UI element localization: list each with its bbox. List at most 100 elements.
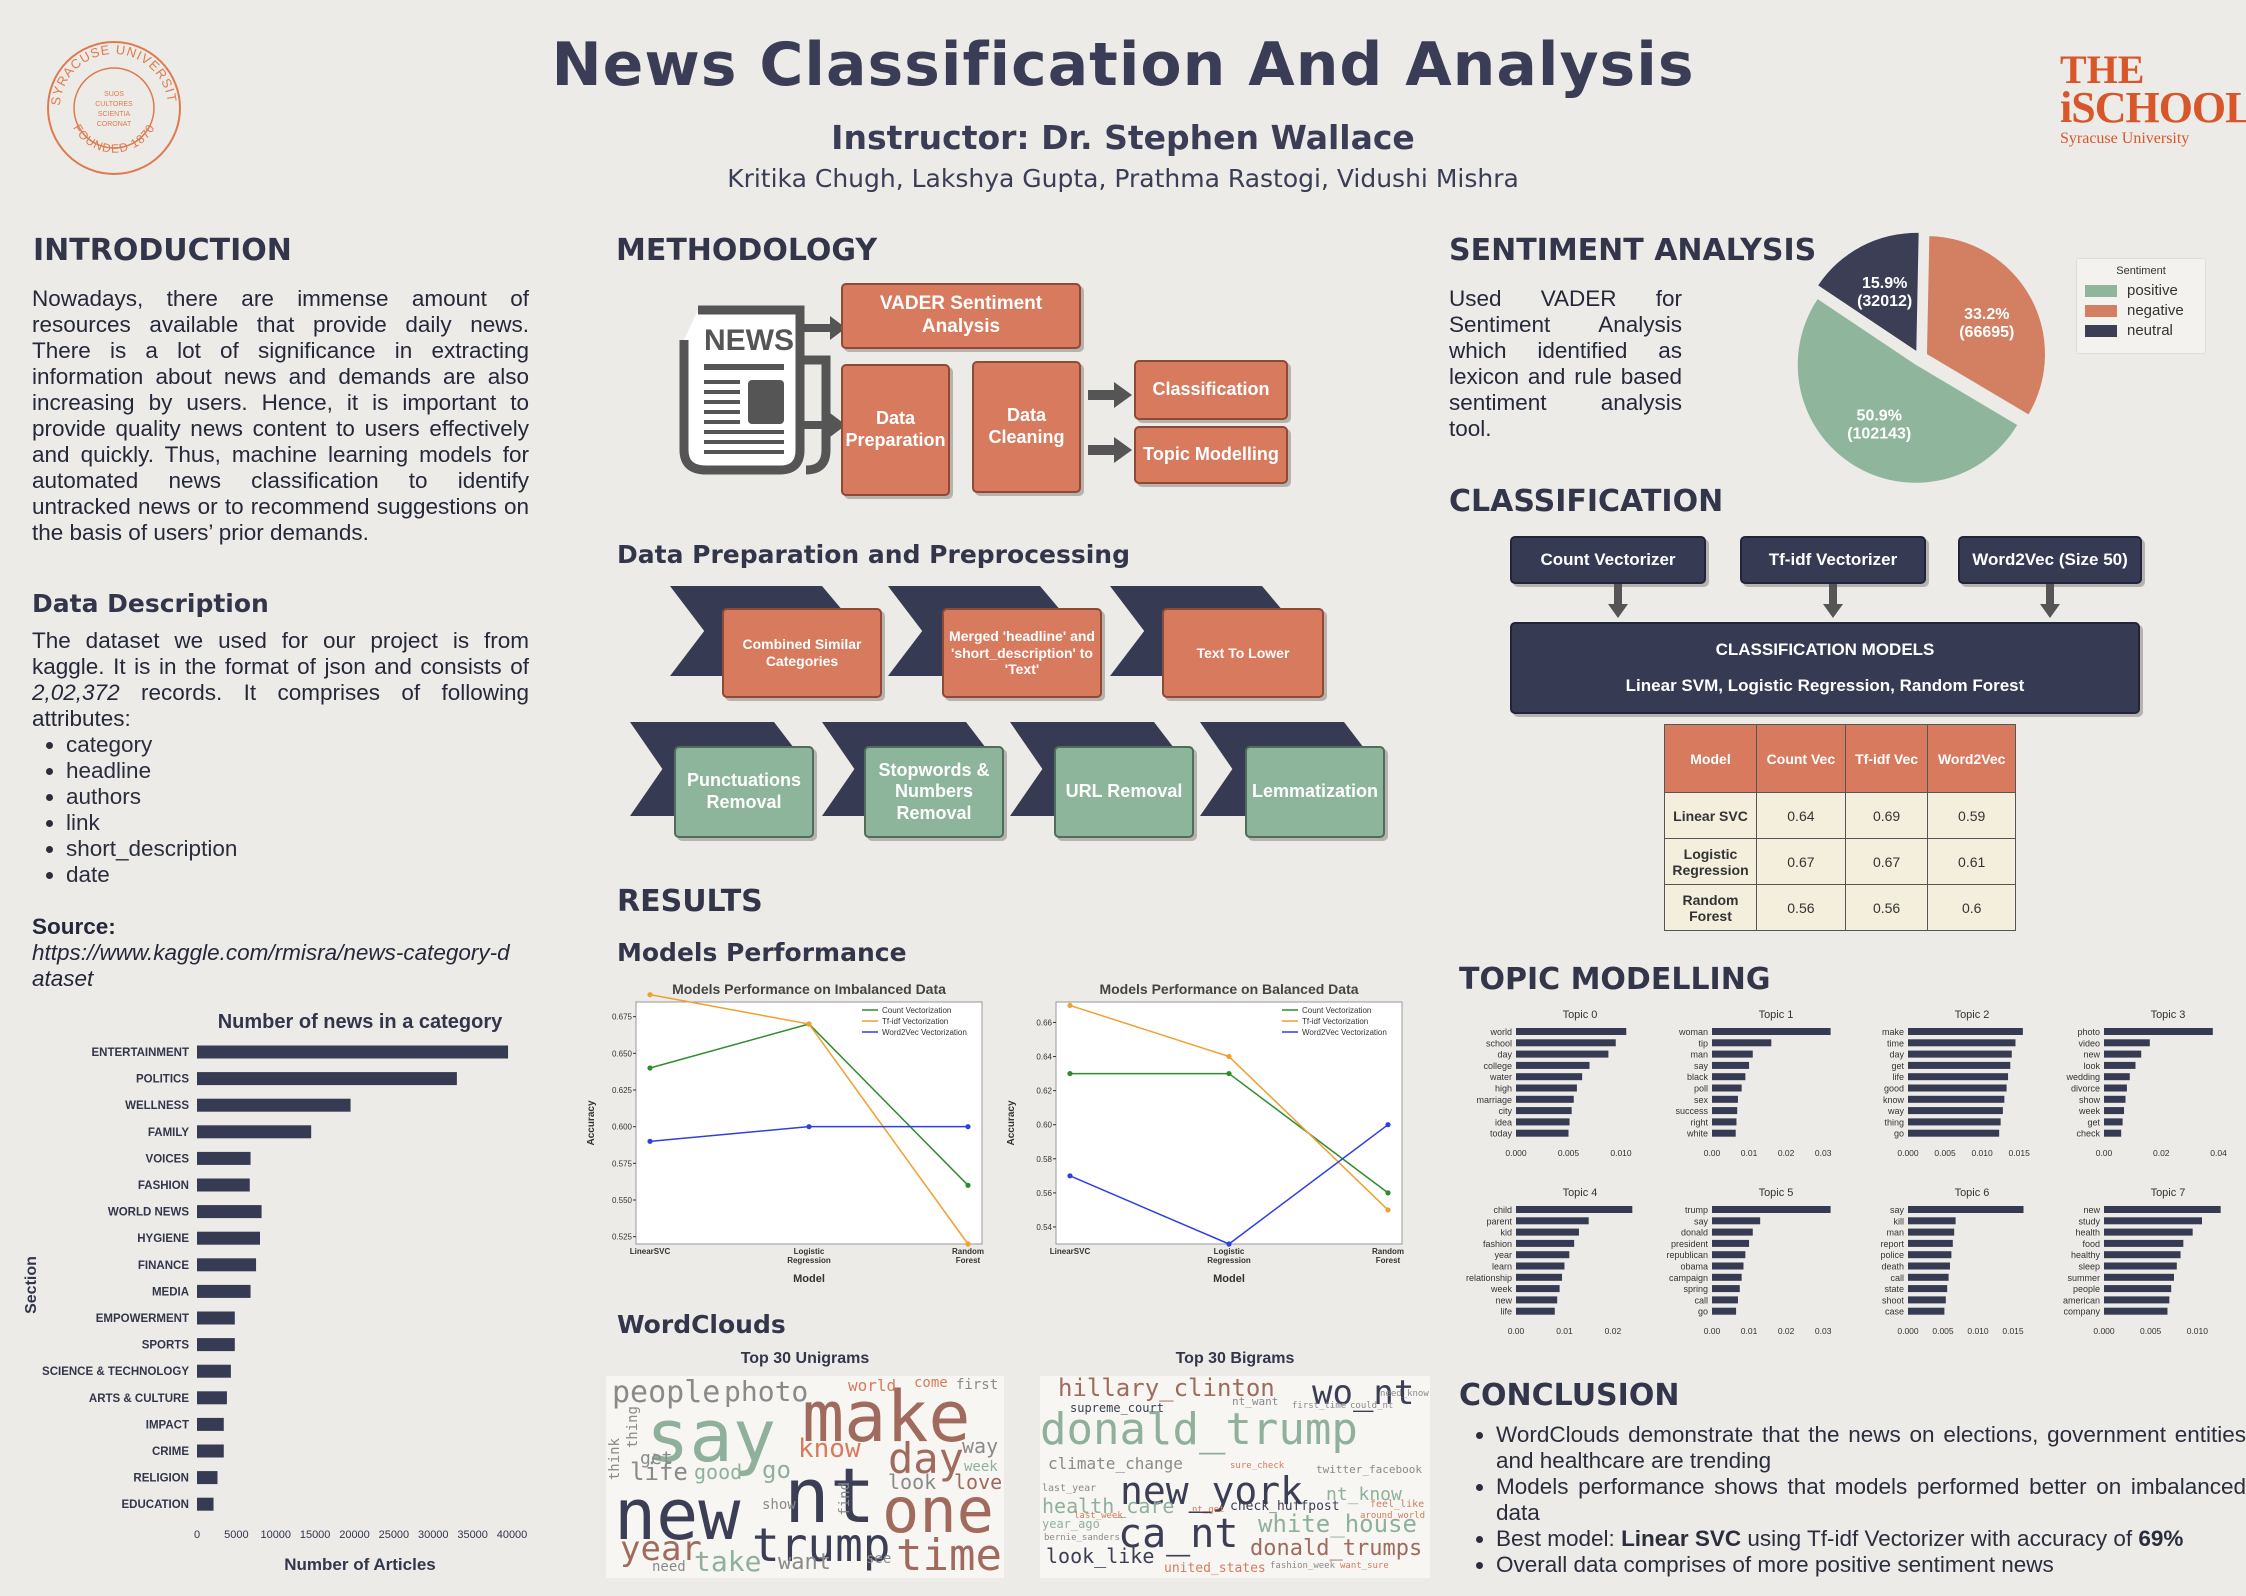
- x-tick-label: 0.015: [2002, 1326, 2024, 1336]
- topic-word: man: [1886, 1228, 1904, 1238]
- category-label: SPORTS: [142, 1340, 190, 1352]
- wordcloud-word: nt_get: [1192, 1505, 1225, 1515]
- topic-modelling-box: Topic Modelling: [1134, 426, 1288, 484]
- topic-word: health: [2075, 1228, 2100, 1238]
- topic-bar: [1712, 1028, 1831, 1035]
- topic-bar: [2104, 1217, 2202, 1225]
- data-point: [647, 1138, 653, 1144]
- attribute-list: category headline authors link short_des…: [66, 732, 237, 888]
- topic-bar: [1516, 1095, 1574, 1103]
- topic-bar: [1908, 1129, 2000, 1137]
- pie-slice: [1818, 232, 1919, 351]
- wordcloud-word: look: [888, 1470, 937, 1494]
- topic-bar: [1712, 1206, 1831, 1213]
- topic-word: today: [1490, 1129, 1513, 1139]
- wordcloud-word: check_huffpost: [1230, 1499, 1340, 1514]
- topic-word: marriage: [1476, 1095, 1512, 1105]
- topic-bar: [1516, 1307, 1555, 1315]
- imbalanced-line-chart: Models Performance on Imbalanced Data 0.5…: [586, 981, 984, 1285]
- y-tick-label: 0.54: [1036, 1223, 1052, 1232]
- category-label: WELLNESS: [125, 1100, 189, 1112]
- bigram-wordcloud: donald_trump hillary_clinton wo_nt new_y…: [1040, 1376, 1430, 1578]
- x-tick-label: Random: [952, 1247, 984, 1256]
- topic-bar: [1908, 1095, 2005, 1103]
- topic-word: parent: [1486, 1216, 1512, 1226]
- topic-word: college: [1483, 1061, 1512, 1071]
- step-stopwords-removal: Stopwords & Numbers Removal: [864, 746, 1004, 838]
- legend-label: Count Vectorization: [1302, 1006, 1371, 1015]
- topic-bar: [1516, 1217, 1589, 1225]
- data-point: [965, 1124, 971, 1130]
- topic-bar: [1908, 1061, 2011, 1069]
- topic-word: woman: [1678, 1027, 1708, 1037]
- wordcloud-word: photo: [724, 1376, 809, 1408]
- wordcloud-word: want_sure: [1340, 1561, 1389, 1571]
- topic-word: world: [1489, 1027, 1512, 1037]
- pie-pct-label: 50.9%: [1857, 408, 1902, 425]
- chart-title: Models Performance on Balanced Data: [1099, 981, 1358, 997]
- chart-title: Models Performance on Imbalanced Data: [672, 981, 946, 997]
- list-item: date: [66, 862, 237, 888]
- legend-label: Word2Vec Vectorization: [1302, 1028, 1387, 1037]
- source-label: Source:: [32, 914, 116, 939]
- list-item: Models performance shows that models per…: [1496, 1474, 2246, 1526]
- topic-word: way: [1887, 1106, 1905, 1116]
- category-label: ARTS & CULTURE: [89, 1393, 189, 1405]
- x-tick-label: 0.00: [2096, 1148, 2113, 1158]
- topic-word: healthy: [2071, 1250, 2101, 1260]
- category-label: HYGIENE: [137, 1233, 189, 1245]
- topic-title: Topic 1: [1759, 1009, 1794, 1021]
- data-point: [965, 1182, 971, 1188]
- wordcloud-word: hillary_clinton: [1058, 1376, 1275, 1402]
- wordcloud-word: think: [607, 1438, 623, 1481]
- topic-word: go: [1698, 1307, 1708, 1317]
- topic-word: people: [2073, 1284, 2100, 1294]
- wordcloud-word: look_like: [1046, 1544, 1155, 1568]
- topic-word: shoot: [1882, 1295, 1905, 1305]
- topic-bar: [1712, 1039, 1772, 1047]
- x-axis-label: Model: [1213, 1273, 1245, 1285]
- intro-heading: INTRODUCTION: [33, 233, 292, 268]
- bar: [197, 1417, 224, 1431]
- legend-label: neutral: [2127, 322, 2173, 339]
- topic-word: water: [1489, 1072, 1512, 1082]
- wordcloud-word: year: [620, 1529, 702, 1569]
- wordcloud-word: know: [798, 1434, 861, 1464]
- topic-bar: [1516, 1206, 1633, 1213]
- topic-bar: [2104, 1296, 2170, 1304]
- topic-word: campaign: [1669, 1273, 1708, 1283]
- topic-title: Topic 3: [2151, 1009, 2186, 1021]
- newspaper-icon: NEWS: [679, 305, 831, 475]
- topic-bar: [1712, 1073, 1746, 1081]
- topic-bar: [1712, 1296, 1738, 1304]
- pie-count-label: (32012): [1857, 293, 1912, 310]
- topic-word: white: [1686, 1129, 1708, 1139]
- topic-bar: [2104, 1061, 2136, 1069]
- x-tick-label: 0.01: [1741, 1326, 1758, 1336]
- bar: [197, 1391, 227, 1405]
- wordcloud-word: wo_nt: [1312, 1376, 1415, 1413]
- legend-item: neutral: [2085, 322, 2197, 339]
- x-tick-label: 0.02: [1778, 1148, 1795, 1158]
- topic-bar: [1516, 1251, 1570, 1259]
- data-point: [1226, 1053, 1232, 1060]
- topic-word: state: [1884, 1284, 1904, 1294]
- classification-heading: CLASSIFICATION: [1449, 484, 1724, 519]
- data-point: [1385, 1190, 1391, 1196]
- x-tick-label: 0.005: [1932, 1326, 1954, 1336]
- x-tick-label: 0.005: [2140, 1326, 2162, 1336]
- category-label: RELIGION: [133, 1473, 189, 1485]
- topic-word: day: [1497, 1050, 1512, 1060]
- bar: [197, 1072, 457, 1086]
- topic-bar: [1712, 1061, 1750, 1069]
- x-tick-label: 0.010: [1971, 1148, 1993, 1158]
- wordclouds-heading: WordClouds: [617, 1310, 786, 1339]
- source-link[interactable]: https://www.kaggle.com/rmisra/news-categ…: [32, 940, 510, 991]
- topic-word: tip: [1698, 1038, 1708, 1048]
- data-point: [965, 1241, 971, 1247]
- wordcloud-word: time: [896, 1530, 1002, 1578]
- topic-bar: [1908, 1039, 2016, 1047]
- topic-bar: [1712, 1095, 1738, 1103]
- category-label: EDUCATION: [121, 1499, 189, 1511]
- unigram-wordcloud: say make new nt one time trump year day …: [606, 1376, 1004, 1578]
